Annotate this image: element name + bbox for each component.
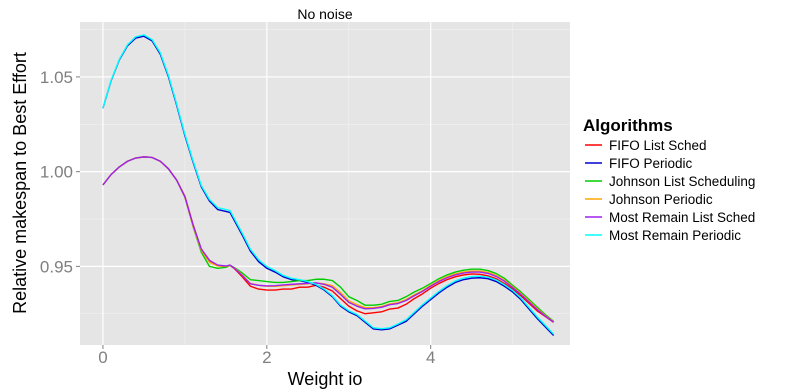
- legend-items: FIFO List Sched FIFO Periodic Johnson List…: [585, 138, 755, 243]
- legend-label-4: Johnson Periodic: [609, 192, 713, 207]
- x-tick-label: 0: [98, 348, 107, 367]
- series-line-6: [102, 34, 555, 335]
- series-line-5: [102, 156, 555, 323]
- y-tick-label: 1.00: [40, 163, 73, 182]
- y-tick-label: 1.05: [40, 68, 73, 87]
- major-gridlines: [80, 22, 570, 345]
- legend-label-5: Most Remain List Sched: [609, 210, 755, 225]
- legend-label-6: Most Remain Periodic: [609, 228, 741, 243]
- x-tick-label: 2: [262, 348, 271, 367]
- series-lines: [102, 34, 555, 337]
- minor-gridlines: [80, 22, 570, 345]
- x-axis-title: Weight io: [288, 369, 363, 389]
- tick-labels: 0 2 4 0.95 1.00 1.05: [40, 68, 436, 367]
- legend-title: Algorithms: [583, 116, 673, 135]
- x-tick-label: 4: [426, 348, 435, 367]
- legend-label-1: FIFO List Sched: [609, 138, 707, 153]
- legend: Algorithms FIFO List Sched FIFO Periodic J…: [583, 116, 755, 243]
- legend-label-3: Johnson List Scheduling: [609, 174, 755, 189]
- y-tick-label: 0.95: [40, 257, 73, 276]
- legend-label-2: FIFO Periodic: [609, 156, 693, 171]
- chart-title: No noise: [297, 6, 352, 22]
- axis-ticks: [76, 76, 432, 349]
- y-axis-title: Relative makespan to Best Effort: [10, 52, 30, 314]
- plot-panel: [80, 22, 570, 345]
